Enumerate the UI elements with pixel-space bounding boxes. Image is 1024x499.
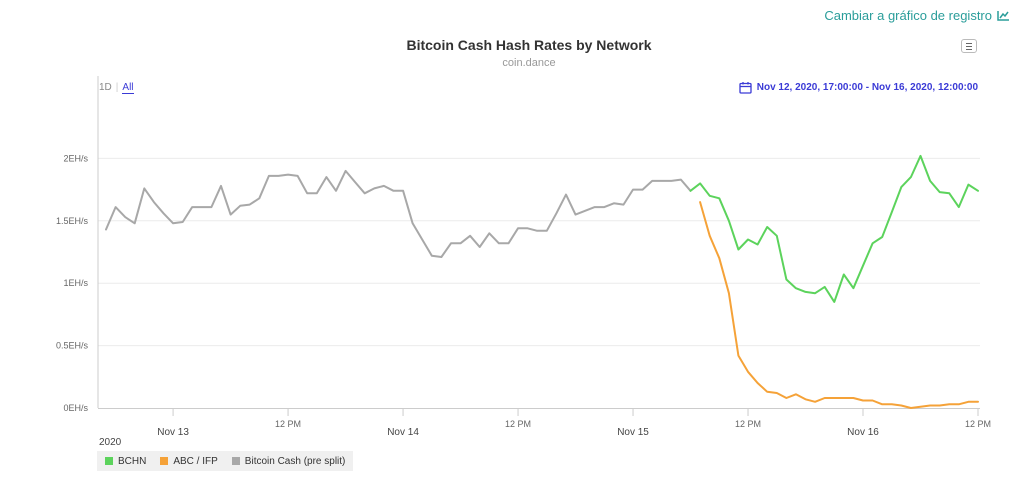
series-line-pre-split	[105, 169, 692, 258]
legend-swatch-bchn	[105, 457, 113, 465]
y-tick-label: 2EH/s	[63, 153, 88, 163]
calendar-icon	[739, 82, 752, 94]
y-tick-label: 0.5EH/s	[56, 341, 89, 351]
chart-subtitle: coin.dance	[502, 57, 556, 69]
range-1d-button[interactable]: 1D	[99, 82, 112, 93]
legend-label-pre-split: Bitcoin Cash (pre split)	[244, 455, 346, 467]
legend-item-pre-split[interactable]: Bitcoin Cash (pre split)	[231, 455, 346, 467]
series-line-bchn	[689, 154, 979, 303]
year-label: 2020	[99, 437, 122, 448]
legend-label-bchn: BCHN	[118, 455, 147, 467]
range-selector: 1D | All	[99, 82, 134, 94]
chart-menu-button[interactable]	[961, 39, 977, 53]
date-range-label: Nov 12, 2020, 17:00:00 - Nov 16, 2020, 1…	[756, 82, 978, 93]
chart-legend: BCHN ABC / IFP Bitcoin Cash (pre split)	[97, 451, 354, 471]
series-line-abc	[699, 201, 979, 409]
x-tick-label: 12 PM	[275, 419, 301, 429]
line-chart-icon	[997, 11, 1009, 21]
legend-swatch-pre-split	[231, 457, 240, 465]
chart-title: Bitcoin Cash Hash Rates by Network	[406, 37, 652, 53]
legend-item-bchn[interactable]: BCHN	[105, 456, 146, 467]
x-tick-label: 12 PM	[505, 419, 531, 429]
log-chart-toggle-label: Cambiar a gráfico de registro	[824, 8, 992, 23]
legend-label-abc: ABC / IFP	[173, 455, 218, 467]
y-tick-label: 1.5EH/s	[56, 216, 89, 226]
x-tick-label: Nov 14	[387, 427, 419, 438]
date-range-picker[interactable]: Nov 12, 2020, 17:00:00 - Nov 16, 2020, 1…	[739, 81, 978, 94]
x-tick-label: 12 PM	[965, 419, 991, 429]
log-chart-toggle-link[interactable]: Cambiar a gráfico de registro	[824, 8, 1010, 23]
x-tick-label: Nov 13	[157, 427, 189, 438]
range-all-button[interactable]: All	[122, 82, 134, 94]
y-tick-label: 1EH/s	[63, 278, 88, 288]
legend-swatch-abc	[160, 457, 169, 465]
x-tick-label: 12 PM	[735, 419, 761, 429]
y-tick-label: 0EH/s	[63, 403, 88, 413]
x-tick-label: Nov 15	[617, 427, 649, 438]
x-tick-label: Nov 16	[847, 427, 879, 438]
legend-item-abc[interactable]: ABC / IFP	[160, 455, 218, 467]
